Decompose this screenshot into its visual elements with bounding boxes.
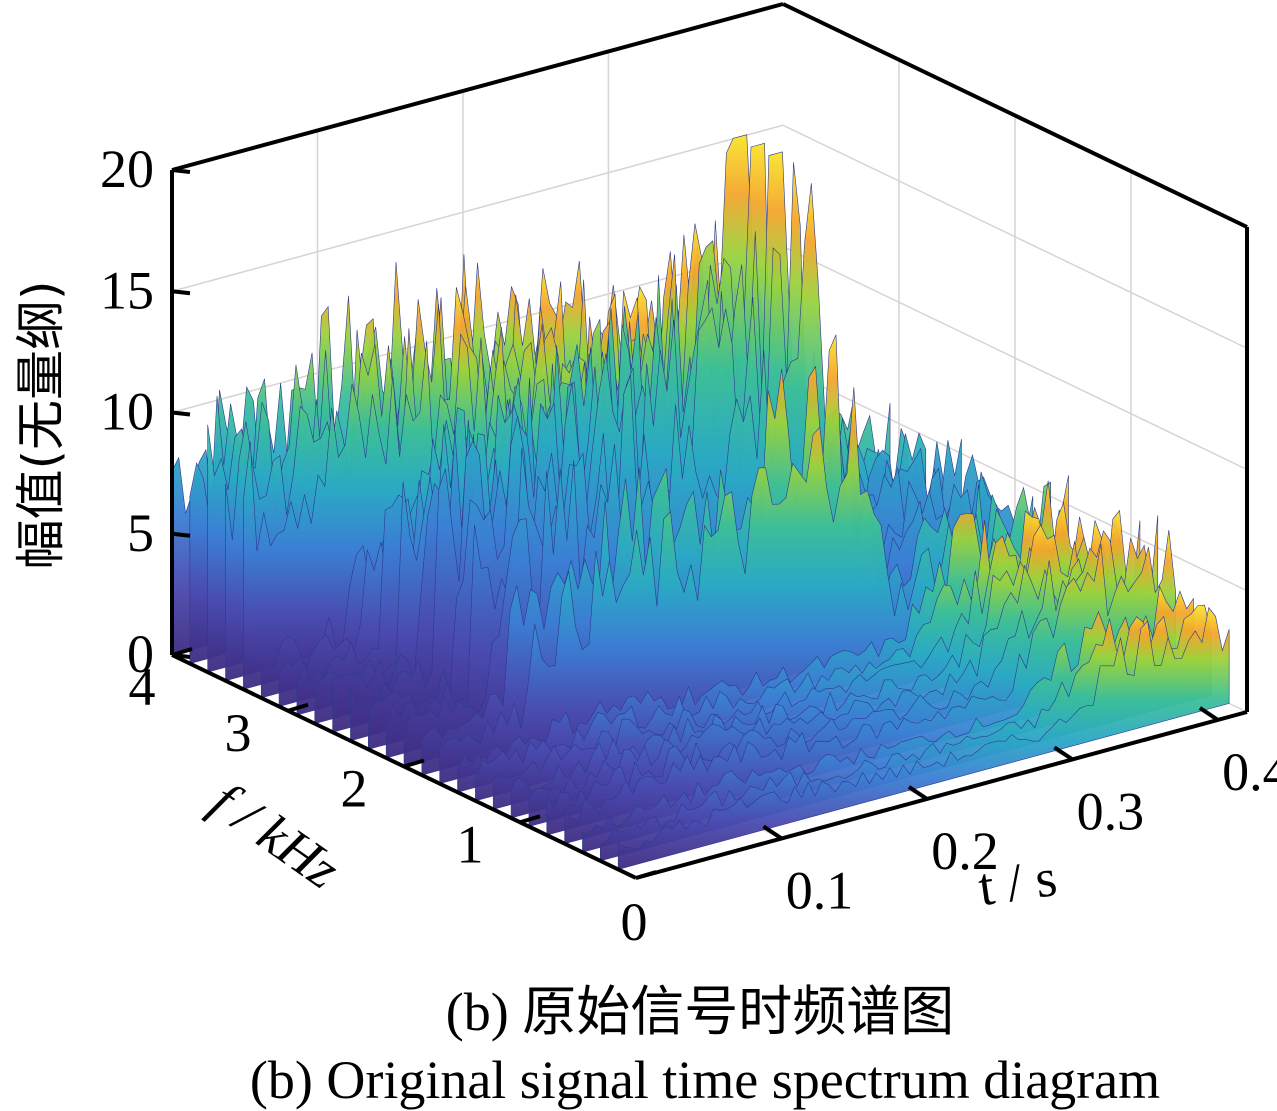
f-tick-label: 3 [225, 703, 252, 763]
surface-strip [617, 606, 1230, 870]
t-tick-label: 0.2 [931, 821, 999, 881]
axis-edge [782, 2, 1248, 229]
z-tick-mark [171, 531, 191, 538]
surface-strip [457, 475, 1069, 793]
grid-line [171, 124, 784, 292]
axis-edge [171, 2, 784, 172]
f-tick-mark [519, 814, 541, 825]
f-tick-label: 1 [457, 814, 484, 874]
surface-strip [564, 530, 1176, 845]
f-tick-label: 2 [341, 759, 368, 819]
t-axis-label: t / s [975, 847, 1061, 917]
t-axis-ticks: 0.1 0.2 0.3 0.4 [762, 706, 1277, 920]
f-tick-mark [635, 870, 657, 880]
f-axis-ticks: 0 1 2 3 4 [129, 647, 657, 952]
t-tick-mark [907, 785, 929, 801]
z-axis-ticks: 0 5 10 15 20 [100, 139, 191, 684]
caption-chinese: (b) 原始信号时频谱图 [446, 982, 954, 1042]
z-axis-label: 幅值(无量纲) [12, 280, 70, 569]
f-tick-mark [171, 647, 193, 657]
caption-english: (b) Original signal time spectrum diagra… [250, 1050, 1160, 1110]
f-tick-label: 0 [621, 892, 648, 952]
f-tick-mark [403, 758, 425, 769]
z-tick-label: 5 [127, 503, 154, 563]
surface-strip [582, 585, 1194, 853]
z-tick-label: 10 [100, 382, 154, 442]
t-tick-label: 0.3 [1077, 781, 1145, 841]
z-tick-label: 20 [100, 139, 154, 199]
z-tick-mark [171, 168, 191, 174]
axis-edge [635, 710, 1248, 880]
t-tick-mark [1053, 745, 1074, 762]
t-tick-label: 0.4 [1222, 742, 1277, 802]
z-tick-mark [171, 410, 191, 417]
z-tick-mark [171, 289, 191, 296]
z-tick-label: 0 [127, 624, 154, 684]
f-tick-mark [287, 702, 309, 713]
spectrum-surface [171, 134, 1230, 870]
axes-box [170, 2, 1249, 880]
surface-strip [492, 501, 1105, 810]
t-tick-mark [762, 824, 783, 841]
t-tick-label: 0.1 [786, 860, 854, 920]
surface-strip [546, 515, 1159, 836]
t-tick-mark [1198, 706, 1220, 722]
f-tick-label: 4 [129, 657, 156, 717]
f-axis-label: f / kHz [200, 770, 350, 900]
z-tick-label: 15 [100, 260, 154, 320]
